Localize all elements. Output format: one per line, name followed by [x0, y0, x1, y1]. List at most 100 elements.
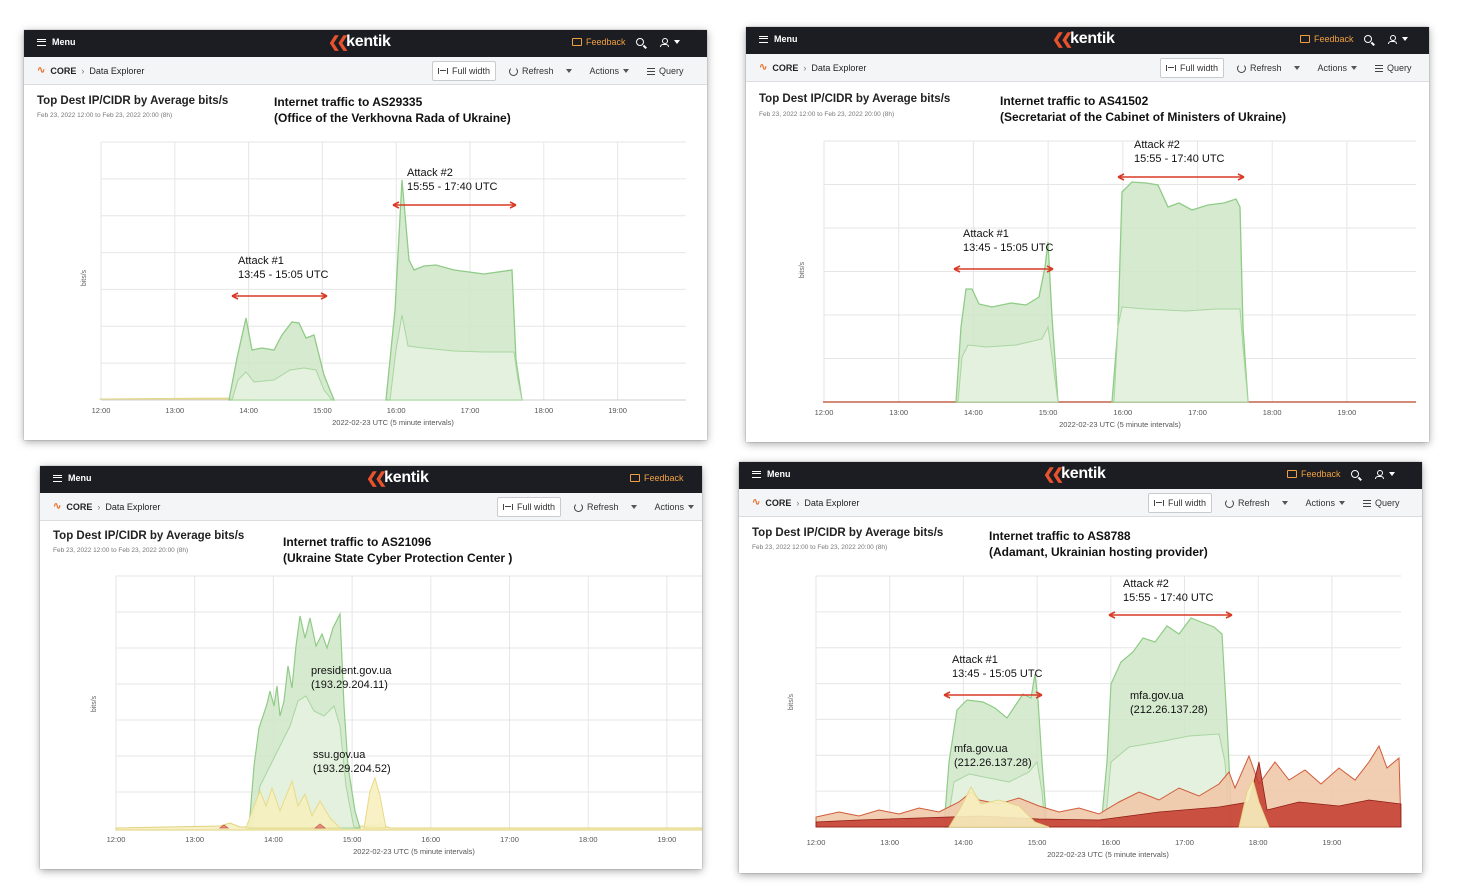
x-tick-label: 17:00: [1175, 838, 1194, 847]
attack-arrows: [953, 173, 1245, 273]
query-button[interactable]: Query: [1358, 494, 1405, 512]
actions-button[interactable]: Actions: [1313, 59, 1363, 77]
user-menu[interactable]: [1387, 34, 1408, 44]
kentik-logo[interactable]: ❮❮ kentik: [328, 33, 391, 51]
kentik-logo-icon: ❮❮: [366, 470, 387, 487]
chart-labels: Attack #1 13:45 - 15:05 UTC Attack #2 15…: [238, 167, 498, 281]
breadcrumb-bar: ∿ CORE › Data Explorer Full width Refres…: [746, 54, 1429, 82]
breadcrumb-root[interactable]: CORE: [772, 62, 799, 73]
x-tick-label: 13:00: [165, 406, 184, 415]
attack-area-inner: [251, 695, 355, 829]
breadcrumb-separator-icon: ›: [796, 497, 800, 508]
breadcrumb-root[interactable]: CORE: [765, 497, 792, 508]
kentik-logo[interactable]: ❮❮ kentik: [1043, 465, 1106, 483]
menu-button[interactable]: Menu: [37, 37, 76, 47]
actions-button[interactable]: Actions: [650, 498, 700, 516]
attack-arrows: [231, 201, 517, 300]
full-width-icon: [503, 504, 513, 510]
search-icon[interactable]: [1350, 470, 1359, 478]
x-tick-label: 19:00: [1323, 838, 1342, 847]
chart-label: mfa.gov.ua: [954, 743, 1008, 755]
top-bar: Menu ❮❮ kentik Feedback: [746, 27, 1429, 54]
breadcrumb: ∿ CORE › Data Explorer: [759, 62, 866, 73]
search-icon[interactable]: [1363, 35, 1372, 43]
chevron-down-icon: [1339, 501, 1346, 505]
chevron-down-icon: [1293, 66, 1300, 70]
yellow-series-band: [948, 778, 1270, 828]
refresh-button[interactable]: Refresh: [504, 62, 577, 80]
breadcrumb-separator-icon: ›: [97, 501, 101, 512]
menu-label: Menu: [52, 37, 76, 47]
breadcrumb-page: Data Explorer: [811, 62, 867, 73]
hamburger-icon: [752, 470, 761, 478]
breadcrumb-root[interactable]: CORE: [50, 65, 77, 76]
feedback-button[interactable]: Feedback: [630, 473, 684, 483]
baseline-trace: [115, 822, 702, 831]
full-width-button[interactable]: Full width: [497, 497, 562, 517]
menu-button[interactable]: Menu: [759, 34, 798, 44]
x-tick-label: 16:00: [421, 835, 440, 844]
y-axis-label: bits/s: [799, 261, 806, 278]
menu-label: Menu: [68, 473, 92, 483]
query-button[interactable]: Query: [642, 62, 689, 80]
kentik-logo-icon: ❮❮: [328, 34, 349, 51]
chart-label: 13:45 - 15:05 UTC: [952, 668, 1043, 680]
annotation-title: Internet traffic to AS29335 (Office of th…: [274, 95, 511, 125]
refresh-icon: [509, 66, 519, 76]
kentik-logo[interactable]: ❮❮ kentik: [1052, 30, 1115, 48]
refresh-button[interactable]: Refresh: [1232, 59, 1305, 77]
chart-label: Attack #2: [1123, 578, 1169, 590]
x-tick-label: 17:00: [1188, 408, 1207, 417]
pulse-icon: ∿: [37, 65, 46, 76]
chart-labels: Attack #2 15:55 - 17:40 UTC Attack #1 13…: [952, 578, 1214, 769]
user-menu[interactable]: [1374, 469, 1395, 479]
query-button[interactable]: Query: [1370, 59, 1417, 77]
x-tick-label: 12:00: [107, 835, 126, 844]
refresh-button[interactable]: Refresh: [1220, 494, 1293, 512]
chart-label: Attack #1: [952, 654, 998, 666]
query-icon: [647, 67, 656, 75]
feedback-icon: [572, 38, 582, 46]
actions-button[interactable]: Actions: [1301, 494, 1351, 512]
chevron-down-icon: [565, 69, 572, 73]
breadcrumb-page: Data Explorer: [804, 497, 860, 508]
user-menu[interactable]: [659, 37, 680, 47]
menu-button[interactable]: Menu: [53, 473, 92, 483]
full-width-icon: [1166, 65, 1176, 71]
x-tick-label: 13:00: [185, 835, 204, 844]
full-width-button[interactable]: Full width: [432, 61, 497, 81]
feedback-button[interactable]: Feedback: [1300, 34, 1354, 44]
chevron-down-icon: [623, 69, 630, 73]
search-icon[interactable]: [635, 38, 644, 46]
panel-as21096: Menu ❮❮ kentik Feedback ∿ CORE › Data Exp…: [40, 466, 702, 869]
kentik-logo[interactable]: ❮❮ kentik: [366, 469, 429, 487]
full-width-icon: [438, 68, 448, 74]
x-axis-caption: 2022-02-23 UTC (5 minute intervals): [1059, 420, 1181, 429]
menu-button[interactable]: Menu: [752, 469, 791, 479]
x-axis-ticks: 12:00 13:00 14:00 15:00 16:00 17:00 18:00 19:00: [107, 835, 677, 844]
attack-arrow: [943, 691, 1043, 699]
breadcrumb-bar: ∿ CORE › Data Explorer Full width Refres…: [40, 493, 702, 521]
feedback-icon: [1287, 470, 1297, 478]
breadcrumb-root[interactable]: CORE: [66, 501, 93, 512]
chart-label: Attack #2: [407, 167, 453, 179]
chart-label: (212.26.137.28): [954, 757, 1032, 769]
top-bar: Menu ❮❮ kentik Feedback: [739, 462, 1422, 489]
x-tick-label: 15:00: [313, 406, 332, 415]
chevron-down-icon: [1401, 37, 1408, 41]
ssu-area: [245, 776, 387, 829]
full-width-button[interactable]: Full width: [1160, 58, 1225, 78]
chevron-down-icon: [1351, 66, 1358, 70]
refresh-button[interactable]: Refresh: [569, 498, 642, 516]
x-tick-label: 12:00: [92, 406, 111, 415]
feedback-button[interactable]: Feedback: [1287, 469, 1341, 479]
refresh-icon: [1237, 63, 1247, 73]
panel-title: Top Dest IP/CIDR by Average bits/s: [752, 527, 944, 539]
actions-button[interactable]: Actions: [585, 62, 635, 80]
full-width-button[interactable]: Full width: [1148, 493, 1213, 513]
attack-arrow: [1108, 611, 1233, 619]
chart-label: 13:45 - 15:05 UTC: [238, 269, 329, 281]
attack-arrow: [953, 265, 1054, 273]
feedback-button[interactable]: Feedback: [572, 37, 626, 47]
x-tick-label: 16:00: [1113, 408, 1132, 417]
